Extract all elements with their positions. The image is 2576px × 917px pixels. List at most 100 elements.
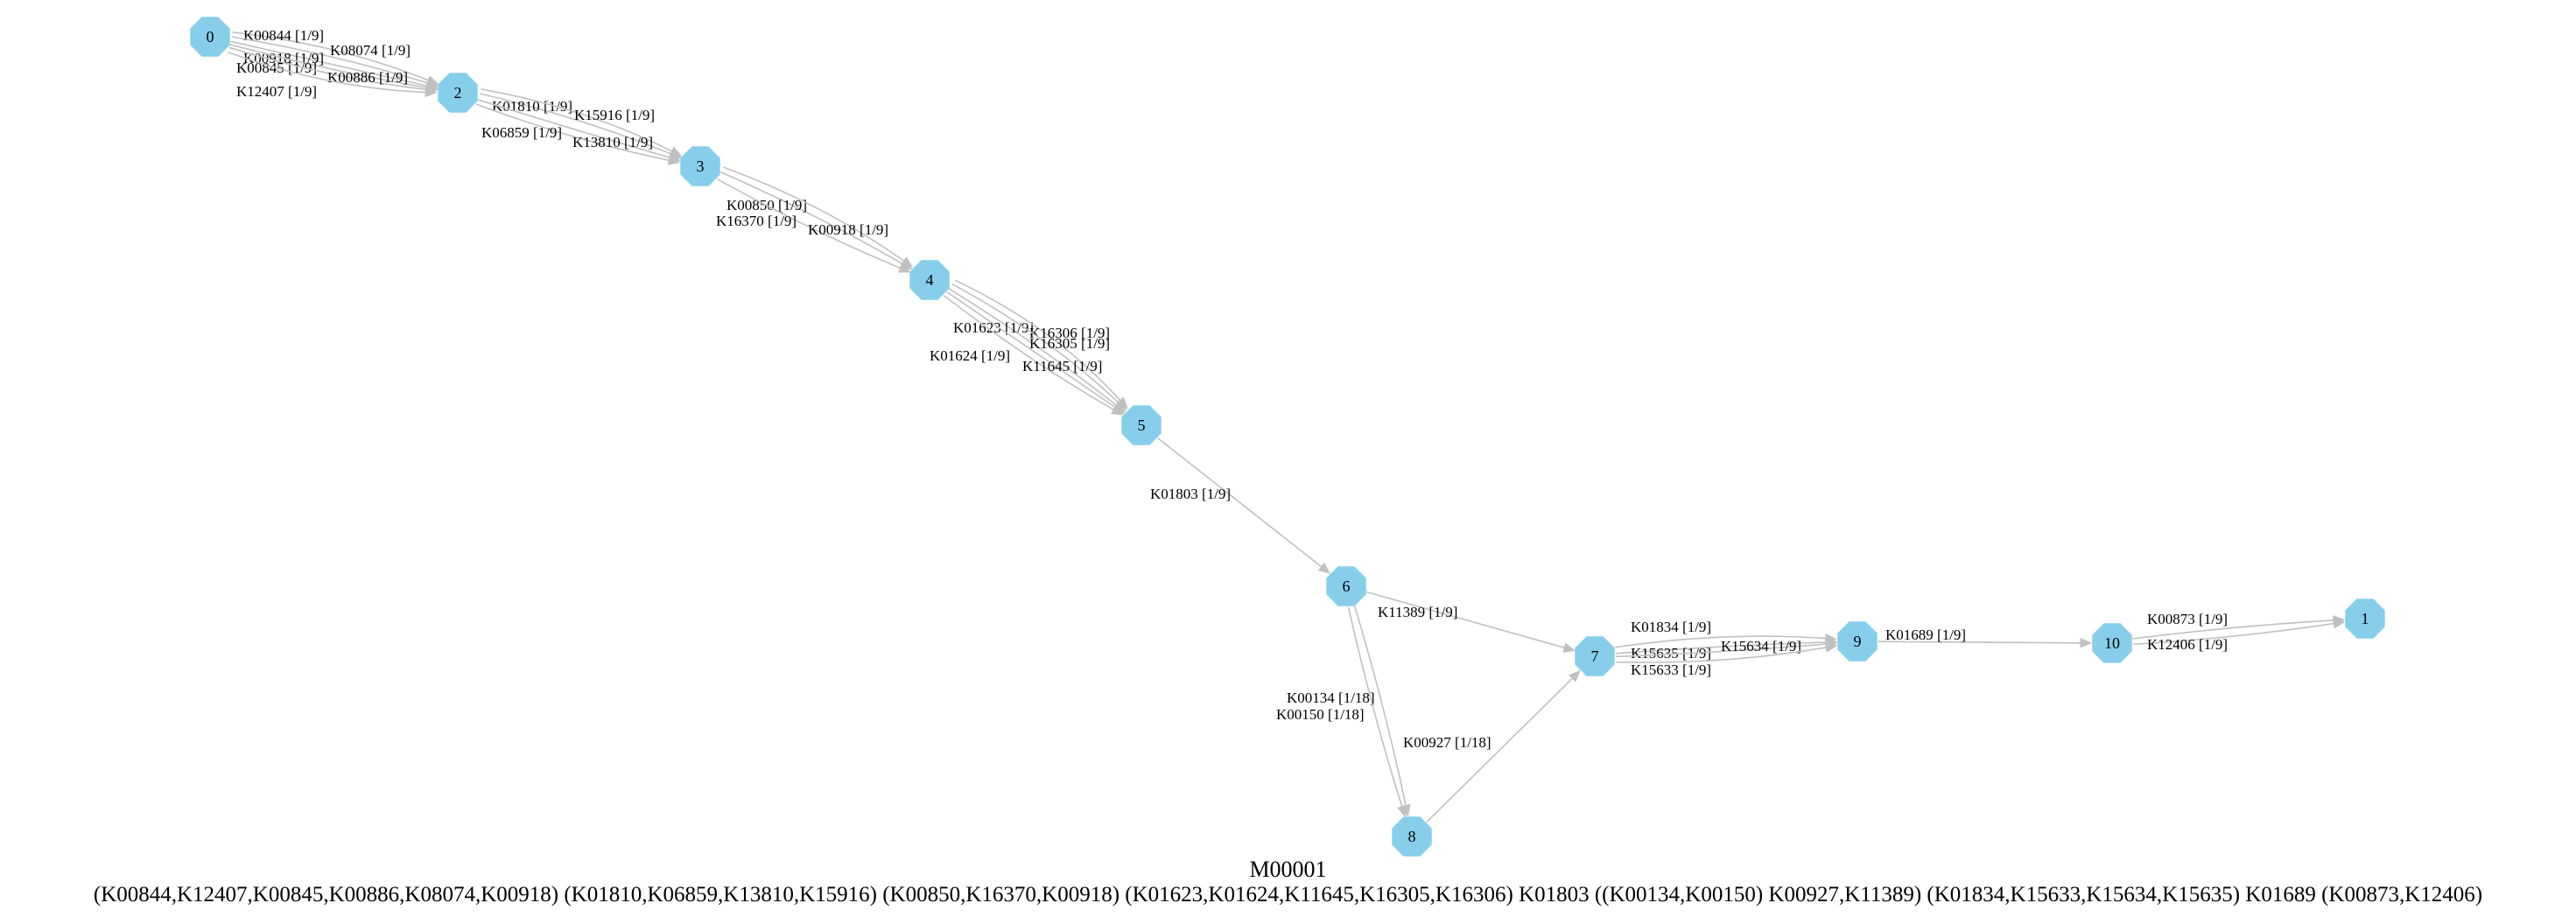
edge-line: [228, 46, 426, 91]
module-title: M00001: [1249, 857, 1327, 882]
node-3: 3: [680, 146, 720, 186]
edge-line: [1365, 591, 1565, 648]
edge-arrowhead: [1397, 804, 1407, 818]
node-octagon: [2345, 598, 2385, 639]
edge-label: K15634 [1/9]: [1721, 638, 1801, 654]
node-label: 0: [207, 28, 214, 46]
node-octagon: [1575, 636, 1615, 676]
edge-line: [946, 290, 1116, 409]
edge-2-3: K06859 [1/9]: [475, 103, 681, 165]
edge-line: [232, 32, 429, 81]
edge-10-1: K00873 [1/9]: [2132, 611, 2346, 640]
node-octagon: [438, 73, 478, 113]
edge-label: K12407 [1/9]: [236, 83, 317, 100]
edge-line: [230, 40, 428, 87]
edge-line: [1353, 606, 1407, 806]
node-octagon: [1326, 566, 1366, 606]
edge-label: K00927 [1/18]: [1403, 734, 1492, 751]
edge-label: K08074 [1/9]: [330, 42, 411, 59]
edge-0-2: K08074 [1/9]: [231, 36, 439, 88]
edge-label: K01689 [1/9]: [1885, 626, 1966, 643]
edge-arrowhead: [1824, 642, 1838, 653]
node-label: 5: [1138, 416, 1146, 434]
edge-9-10: K01689 [1/9]: [1878, 626, 2093, 648]
edge-line: [1157, 438, 1323, 568]
edge-label: K01624 [1/9]: [930, 347, 1010, 364]
node-label: 2: [454, 84, 462, 102]
node-label: 10: [2104, 634, 2120, 652]
edge-line: [723, 166, 905, 262]
edge-label: K15635 [1/9]: [1631, 645, 1711, 662]
node-label: 7: [1591, 648, 1599, 665]
node-octagon: [190, 17, 230, 57]
edge-line: [2132, 620, 2334, 640]
edge-arrowhead: [1112, 402, 1126, 415]
edge-0-2: K00844 [1/9]: [232, 27, 439, 85]
edge-10-1: K12406 [1/9]: [2133, 619, 2346, 653]
edge-line: [1615, 635, 1826, 648]
edge-label: K16306 [1/9]: [1029, 325, 1110, 341]
node-9: 9: [1837, 621, 1878, 662]
node-6: 6: [1326, 566, 1366, 606]
edge-arrowhead: [1562, 642, 1576, 653]
edge-label: K00150 [1/18]: [1276, 706, 1365, 723]
node-octagon: [909, 260, 950, 300]
edge-label: K13810 [1/9]: [572, 134, 653, 150]
edge-line: [954, 279, 1121, 402]
edge-label: K16370 [1/9]: [716, 213, 797, 229]
edge-arrowhead: [1317, 562, 1331, 575]
edge-line: [1616, 647, 1827, 663]
edge-label: K12406 [1/9]: [2147, 636, 2228, 653]
node-0: 0: [190, 17, 230, 57]
node-octagon: [1121, 405, 1162, 445]
module-definition: (K00844,K12407,K00845,K00886,K08074,K009…: [93, 883, 2483, 906]
edge-label: K15633 [1/9]: [1631, 662, 1711, 678]
edge-label: K15916 [1/9]: [574, 107, 655, 123]
edge-2-3: K15916 [1/9]: [481, 88, 683, 157]
edge-line: [231, 36, 428, 84]
node-label: 9: [1854, 633, 1862, 650]
nodes-layer: 0 2 3 4 5 6 7 8 9 10 1: [190, 17, 2385, 857]
edge-arrowhead: [1569, 669, 1581, 682]
node-label: 3: [697, 158, 705, 175]
edge-arrowhead: [897, 262, 911, 273]
edge-line: [1878, 640, 2081, 644]
edge-line: [720, 171, 903, 265]
edge-arrowhead: [2332, 619, 2346, 629]
edge-arrowhead: [2080, 638, 2093, 648]
edge-7-9: K01834 [1/9]: [1615, 619, 1838, 648]
node-label: 8: [1408, 828, 1416, 845]
edge-6-8: K00150 [1/18]: [1276, 606, 1407, 818]
node-4: 4: [909, 260, 950, 300]
edge-6-8: K00134 [1/18]: [1287, 606, 1411, 817]
edge-4-5: K01624 [1/9]: [930, 295, 1125, 416]
diagram-caption: M00001 (K00844,K12407,K00845,K00886,K080…: [0, 858, 2576, 908]
node-8: 8: [1392, 816, 1432, 857]
edge-line: [717, 178, 901, 270]
edge-arrowhead: [669, 146, 683, 157]
edge-line: [948, 288, 1118, 407]
edge-arrowhead: [668, 152, 682, 163]
edges-layer: K00844 [1/9] K08074 [1/9] K00918 [1/9] K008…: [228, 27, 2346, 822]
edge-0-2: K12407 [1/9]: [228, 51, 438, 100]
edge-line: [228, 51, 426, 94]
edge-2-3: K13810 [1/9]: [477, 99, 682, 163]
edge-label: K01834 [1/9]: [1631, 619, 1711, 635]
edge-label: K00873 [1/9]: [2147, 611, 2228, 627]
edge-label: K11645 [1/9]: [1022, 358, 1102, 374]
edge-label: K00134 [1/18]: [1287, 690, 1375, 706]
edge-line: [477, 99, 670, 158]
edge-line: [1616, 643, 1827, 658]
edge-line: [229, 44, 427, 88]
edge-3-4: K00918 [1/9]: [723, 166, 914, 268]
edge-label: K00844 [1/9]: [243, 27, 324, 44]
edge-arrowhead: [425, 87, 438, 98]
node-1: 1: [2345, 598, 2385, 639]
edge-label: K06859 [1/9]: [481, 124, 562, 141]
edge-label: K01623 [1/9]: [953, 319, 1034, 336]
node-label: 4: [926, 271, 934, 289]
node-octagon: [1392, 816, 1432, 857]
node-octagon: [680, 146, 720, 186]
node-2: 2: [438, 73, 478, 113]
